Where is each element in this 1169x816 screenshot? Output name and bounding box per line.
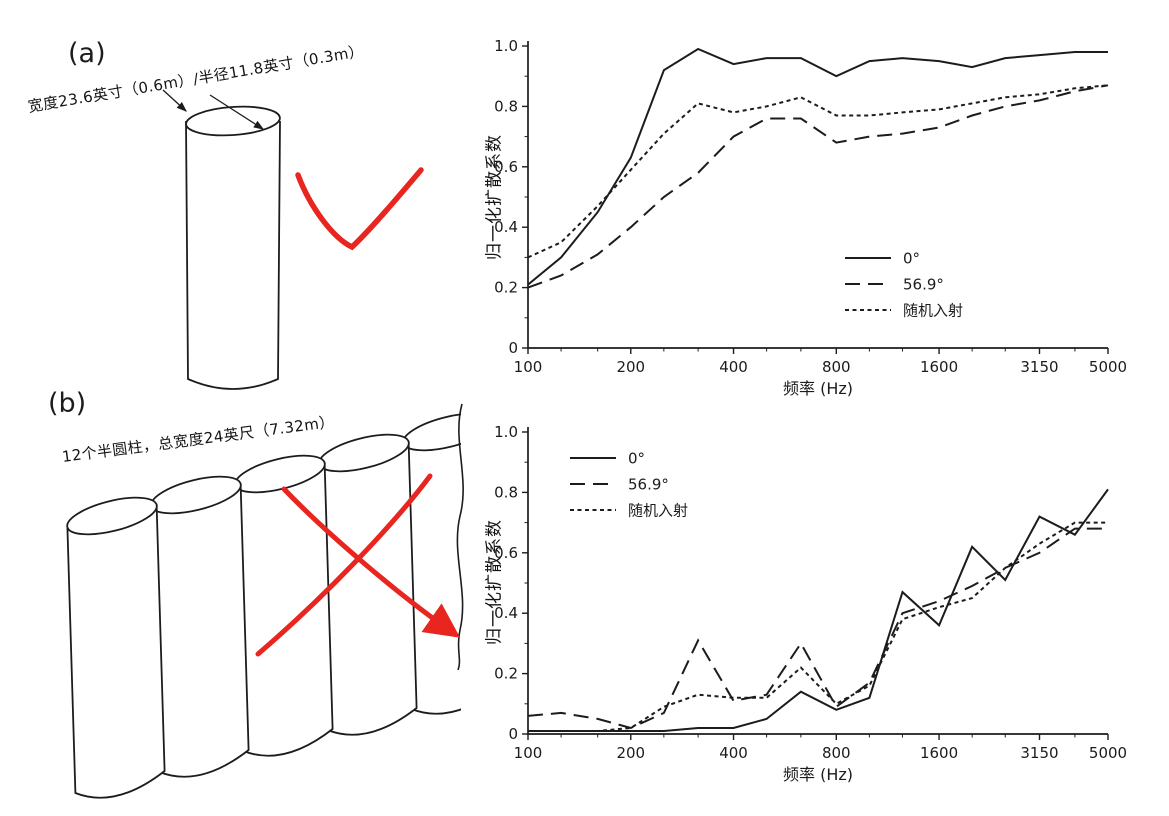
svg-text:1.0: 1.0 [494, 37, 518, 55]
cylinder-body [185, 120, 281, 390]
svg-text:56.9°: 56.9° [903, 276, 944, 294]
svg-text:0: 0 [508, 339, 518, 357]
svg-text:随机入射: 随机入射 [628, 502, 688, 520]
bottom-chart: 归一化扩散系数 0 0.2 0.4 0.6 0.8 1.0 100 200 400 800 1600… [470, 400, 1150, 792]
svg-text:100: 100 [514, 744, 543, 762]
svg-text:0.4: 0.4 [494, 604, 518, 622]
svg-text:56.9°: 56.9° [628, 476, 669, 494]
array-break-wave-line [456, 403, 464, 671]
svg-text:3150: 3150 [1020, 744, 1058, 762]
svg-text:0.2: 0.2 [494, 665, 518, 683]
panel-b-cylinder-array-drawing [66, 396, 505, 799]
svg-text:频率 (Hz): 频率 (Hz) [783, 379, 853, 398]
svg-text:0.8: 0.8 [494, 97, 518, 115]
svg-text:800: 800 [822, 358, 851, 376]
svg-text:0.4: 0.4 [494, 218, 518, 236]
panel-b-label: (b) [48, 388, 87, 419]
diagrams-canvas [66, 89, 505, 799]
top-chart-plot: 0 0.2 0.4 0.6 0.8 1.0 100 200 400 800 1600 3150 5000… [494, 37, 1127, 398]
svg-text:200: 200 [616, 744, 645, 762]
cross-annotation [255, 473, 461, 657]
svg-text:5000: 5000 [1089, 358, 1127, 376]
width-dimension-arrow [162, 89, 187, 112]
svg-text:0.6: 0.6 [494, 544, 518, 562]
svg-text:0.6: 0.6 [494, 158, 518, 176]
svg-text:400: 400 [719, 744, 748, 762]
svg-text:100: 100 [514, 358, 543, 376]
svg-text:3150: 3150 [1020, 358, 1058, 376]
array-cutoff-mask [461, 396, 505, 736]
svg-text:1600: 1600 [920, 744, 958, 762]
svg-text:1.0: 1.0 [494, 423, 518, 441]
radius-dimension-arrow [209, 94, 265, 130]
svg-text:400: 400 [719, 358, 748, 376]
svg-text:800: 800 [822, 744, 851, 762]
svg-text:0°: 0° [903, 250, 920, 268]
panel-a-cylinder-drawing [162, 89, 281, 390]
svg-text:0.8: 0.8 [494, 483, 518, 501]
svg-text:0°: 0° [628, 450, 645, 468]
svg-text:5000: 5000 [1089, 744, 1127, 762]
svg-text:随机入射: 随机入射 [903, 302, 963, 320]
svg-text:频率 (Hz): 频率 (Hz) [783, 765, 853, 784]
bottom-chart-plot: 0 0.2 0.4 0.6 0.8 1.0 100 200 400 800 1600 3150 5000… [494, 423, 1127, 784]
svg-text:0: 0 [508, 725, 518, 743]
top-chart: 归一化扩散系数 0 0.2 0.4 0.6 0.8 1.0 100 200 400 800 1600… [470, 14, 1150, 406]
cylinder-top-ellipse [185, 105, 281, 137]
checkmark-annotation [295, 167, 424, 251]
svg-text:1600: 1600 [920, 358, 958, 376]
svg-text:200: 200 [616, 358, 645, 376]
svg-text:0.2: 0.2 [494, 279, 518, 297]
panel-a-label: (a) [68, 38, 106, 69]
